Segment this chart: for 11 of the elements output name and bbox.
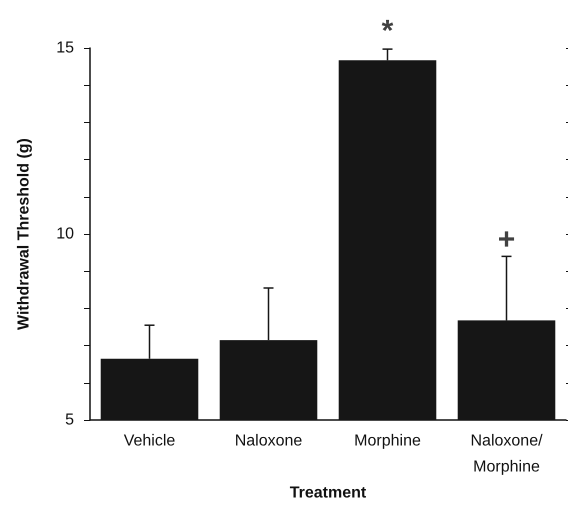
y-axis-title: Withdrawal Threshold (g)	[16, 138, 32, 330]
x-tick-label: Morphine	[354, 432, 421, 450]
x-tick-label: Naloxone	[234, 432, 302, 450]
annotation: *	[382, 14, 394, 48]
x-axis-title: Treatment	[290, 484, 367, 502]
annotation: +	[498, 222, 516, 256]
x-tick-label: Vehicle	[124, 432, 176, 450]
x-tick-label: Naloxone/ Morphine	[470, 432, 544, 476]
y-tick-label: 15	[56, 40, 74, 56]
y-tick-label: 10	[56, 226, 74, 243]
y-tick-label: 5	[65, 412, 74, 429]
